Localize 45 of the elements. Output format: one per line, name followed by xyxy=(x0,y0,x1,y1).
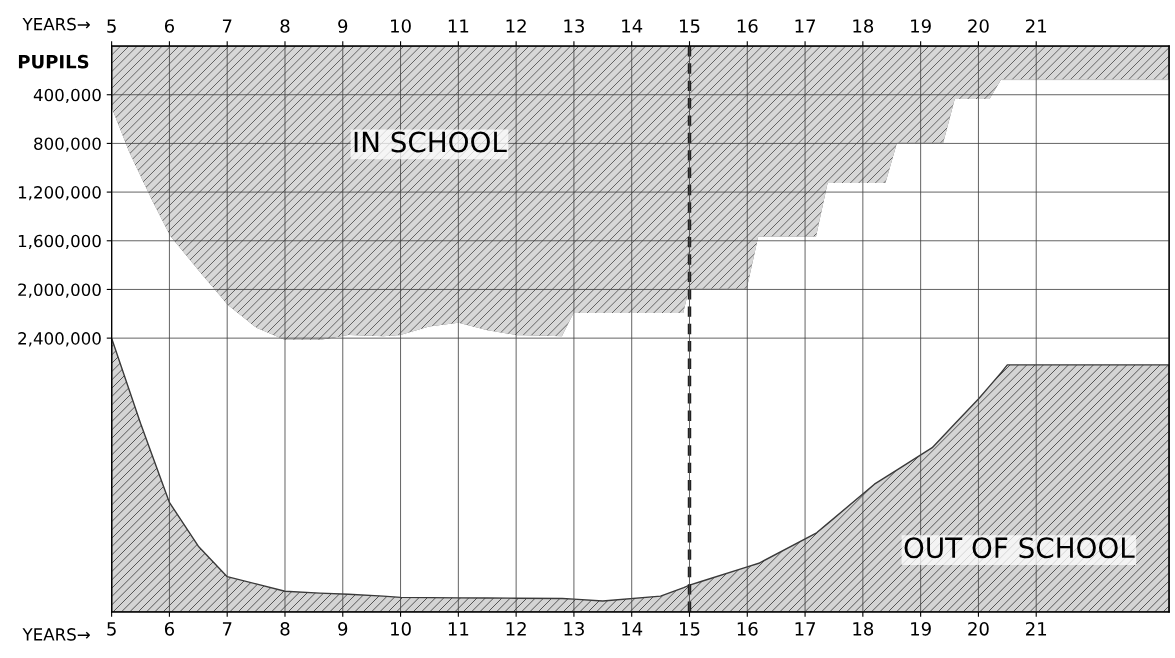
series-label: OUT OF SCHOOL xyxy=(904,537,1135,559)
x-tick-label: 17 xyxy=(795,622,816,636)
x-tick-label: 20 xyxy=(968,621,989,636)
x-tick-label: 6 xyxy=(164,621,175,636)
x2-tick-label: 9 xyxy=(338,19,348,33)
x-tick-label: 19 xyxy=(911,621,931,636)
y-tick-label: 400,000 xyxy=(33,88,101,104)
x-tick-label: 12 xyxy=(506,621,526,636)
x2-tick-label: 15 xyxy=(679,19,700,33)
x-tick-label: 15 xyxy=(679,622,700,636)
x-tick-label: 21 xyxy=(1026,621,1047,636)
y-tick-label: 1,600,000 xyxy=(18,234,101,250)
x-axis-title: YEARS→ xyxy=(22,628,90,641)
x-tick-label: 13 xyxy=(564,621,584,636)
x2-axis-title: YEARS→ xyxy=(22,17,90,31)
x2-tick-label: 14 xyxy=(622,19,643,33)
y-tick-label: 1,200,000 xyxy=(18,186,101,201)
y-tick-label: 2,000,000 xyxy=(18,283,101,298)
x2-tick-label: 10 xyxy=(391,19,411,33)
x2-tick-label: 7 xyxy=(222,19,232,33)
y-tick-label: 800,000 xyxy=(34,137,101,152)
x2-tick-label: 19 xyxy=(911,19,931,33)
x-tick-label: 16 xyxy=(737,621,758,636)
x-tick-label: 7 xyxy=(222,622,232,636)
x2-tick-label: 12 xyxy=(506,19,526,33)
y-tick-label: 2,400,000 xyxy=(18,332,101,347)
x-tick-label: 18 xyxy=(853,621,874,636)
x-tick-label: 9 xyxy=(338,621,348,636)
x2-tick-label: 6 xyxy=(164,19,175,33)
x-tick-label: 5 xyxy=(107,622,116,636)
x-tick-label: 11 xyxy=(448,622,469,636)
x2-tick-label: 20 xyxy=(968,19,989,33)
x2-tick-label: 13 xyxy=(564,19,584,33)
x2-tick-label: 5 xyxy=(107,19,116,33)
x-tick-label: 10 xyxy=(391,621,411,636)
x2-tick-label: 21 xyxy=(1026,19,1047,33)
x2-tick-label: 17 xyxy=(795,19,816,33)
x2-tick-label: 8 xyxy=(280,19,290,33)
x2-tick-label: 18 xyxy=(853,19,874,33)
y-axis-title: PUPILS xyxy=(18,54,89,69)
x-tick-label: 8 xyxy=(280,621,290,636)
series-label: IN SCHOOL xyxy=(354,131,507,153)
x2-tick-label: 16 xyxy=(737,19,758,33)
x-tick-label: 14 xyxy=(622,622,643,636)
x2-tick-label: 11 xyxy=(448,19,469,33)
